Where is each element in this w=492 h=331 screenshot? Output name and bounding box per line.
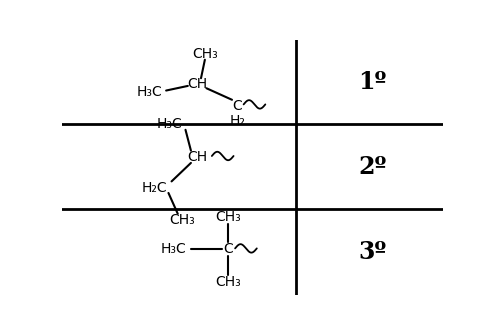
Text: CH₃: CH₃ — [192, 47, 218, 61]
Text: C: C — [233, 99, 242, 113]
Text: CH₃: CH₃ — [215, 210, 241, 224]
Text: 1º: 1º — [358, 70, 386, 94]
Text: H₃C: H₃C — [161, 242, 187, 256]
Text: H₂C: H₂C — [142, 180, 167, 195]
Text: H₃C: H₃C — [136, 85, 162, 99]
Text: CH₃: CH₃ — [169, 213, 194, 227]
Text: C: C — [223, 242, 233, 256]
Text: CH₃: CH₃ — [215, 274, 241, 289]
Text: 2º: 2º — [358, 155, 386, 179]
Text: CH: CH — [187, 150, 207, 164]
Text: 3º: 3º — [358, 240, 386, 264]
Text: CH: CH — [187, 77, 207, 91]
Text: H₃C: H₃C — [157, 118, 183, 131]
Text: H₂: H₂ — [229, 114, 246, 128]
